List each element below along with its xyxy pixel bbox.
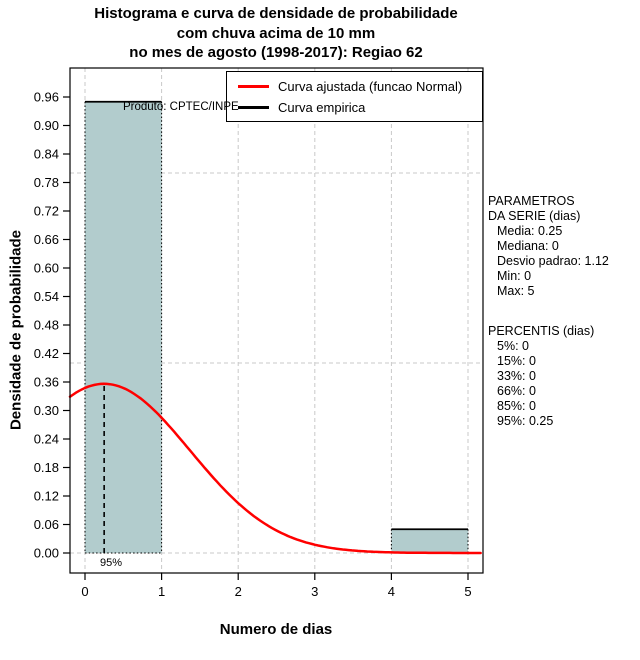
parametros-title: PARAMETROS: [488, 194, 575, 208]
y-tick-label: 0.90: [34, 118, 59, 133]
legend-label-fitted: Curva ajustada (funcao Normal): [278, 78, 463, 94]
parametros-subtitle: DA SERIE (dias): [488, 209, 581, 223]
percentis-items: 5%: 0 15%: 0 33%: 0 66%: 0 85%: 0 95%: 0.25: [497, 339, 594, 429]
legend-row-fitted: Curva ajustada (funcao Normal): [227, 78, 482, 94]
chart-title: Histograma e curva de densidade de proba…: [3, 4, 549, 63]
title-line-1: Histograma e curva de densidade de proba…: [94, 5, 458, 22]
fitted-curve-swatch: [238, 84, 269, 88]
percentis-item: 85%: 0: [497, 399, 536, 413]
legend: Curva ajustada (funcao Normal) Curva emp…: [226, 71, 483, 122]
parametros-item: Media: 0.25: [497, 224, 563, 238]
parametros-items: Media: 0.25 Mediana: 0 Desvio padrao: 1.12…: [497, 224, 609, 299]
y-tick-label: 0.60: [34, 261, 59, 276]
y-axis-title: Densidade de probabilidade: [7, 229, 25, 431]
parametros-item: Max: 5: [497, 284, 535, 298]
fitted-curve: [68, 382, 482, 555]
x-tick-label: 5: [464, 584, 471, 599]
y-tick-label: 0.24: [34, 432, 59, 447]
x-tick-label: 2: [235, 584, 242, 599]
y-tick-label: 0.84: [34, 147, 59, 162]
title-line-3: no mes de agosto (1998-2017): Regiao 62: [129, 44, 423, 61]
percentis-panel: PERCENTIS (dias) 5%: 0 15%: 0 33%: 0 66%: 0…: [488, 324, 594, 429]
percentis-item: 95%: 0.25: [497, 414, 554, 428]
y-tick-label: 0.72: [34, 204, 59, 219]
percentis-title: PERCENTIS (dias): [488, 324, 595, 338]
histogram-bar: [391, 529, 468, 553]
legend-row-empirical: Curva empirica: [227, 99, 482, 115]
y-tick-label: 0.36: [34, 375, 59, 390]
y-tick-label: 0.78: [34, 175, 59, 190]
percentis-item: 15%: 0: [497, 354, 536, 368]
plot-frame: [69, 67, 484, 574]
parametros-item: Desvio padrao: 1.12: [497, 254, 609, 268]
y-tick-label: 0.18: [34, 460, 59, 475]
legend-label-empirical: Curva empirica: [278, 99, 366, 115]
y-tick-label: 0.96: [34, 90, 59, 105]
title-line-2: com chuva acima de 10 mm: [176, 24, 376, 42]
y-tick-label: 0.54: [34, 289, 59, 304]
y-tick-label: 0.12: [34, 489, 59, 504]
y-tick-label: 0.42: [34, 346, 59, 361]
y-tick-label: 0.06: [34, 517, 59, 532]
empirical-curve-swatch: [238, 105, 269, 109]
watermark: Produto: CPTEC/INPE: [123, 101, 239, 113]
x-tick-label: 0: [81, 584, 88, 599]
y-tick-label: 0.30: [34, 403, 59, 418]
percentis-item: 33%: 0: [497, 369, 536, 383]
parametros-panel: PARAMETROS DA SERIE (dias) Media: 0.25 Me…: [488, 194, 609, 299]
x-tick-label: 1: [158, 584, 165, 599]
x-tick-label: 3: [311, 584, 318, 599]
x-tick-label: 4: [388, 584, 395, 599]
y-tick-label: 0.00: [34, 546, 59, 561]
y-tick-label: 0.48: [34, 318, 59, 333]
parametros-item: Mediana: 0: [497, 239, 559, 253]
percentis-item: 66%: 0: [497, 384, 536, 398]
parametros-item: Min: 0: [497, 269, 532, 283]
y-tick-label: 0.66: [34, 232, 59, 247]
histogram-bar: [85, 101, 162, 553]
percentis-item: 5%: 0: [497, 339, 529, 353]
x-axis-title: Numero de dias: [219, 621, 333, 638]
percentile-95-label: 95%: [100, 557, 123, 569]
